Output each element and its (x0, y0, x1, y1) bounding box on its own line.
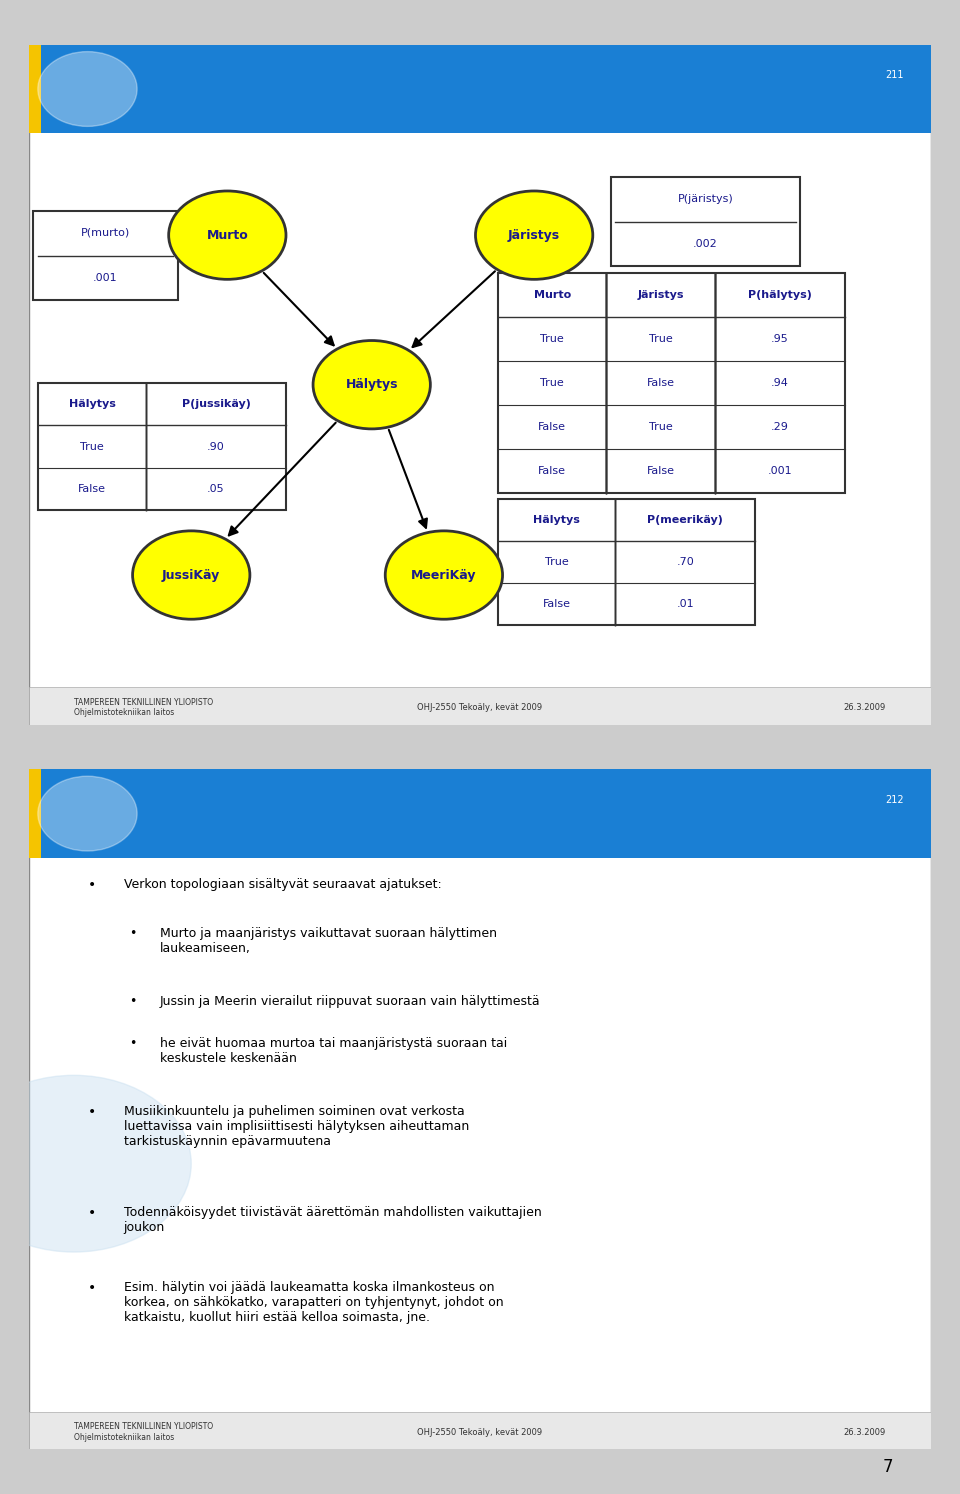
Text: MeeriKäy: MeeriKäy (411, 569, 477, 581)
Text: 212: 212 (885, 795, 904, 805)
FancyBboxPatch shape (29, 769, 931, 858)
Text: P(järistys): P(järistys) (678, 194, 733, 203)
Circle shape (0, 1076, 191, 1252)
Circle shape (313, 341, 430, 429)
Text: .05: .05 (207, 484, 225, 493)
Text: .01: .01 (677, 599, 694, 610)
Text: True: True (540, 378, 564, 388)
Text: P(jussikäy): P(jussikäy) (181, 399, 251, 409)
Text: Esim. hälytin voi jäädä laukeamatta koska ilmankosteus on
korkea, on sähkökatko,: Esim. hälytin voi jäädä laukeamatta kosk… (124, 1280, 503, 1324)
Text: TAMPEREEN TEKNILLINEN YLIOPISTO
Ohjelmistotekniikan laitos: TAMPEREEN TEKNILLINEN YLIOPISTO Ohjelmis… (74, 1422, 213, 1442)
Text: Murto: Murto (534, 290, 571, 300)
FancyBboxPatch shape (29, 45, 931, 725)
Text: 211: 211 (886, 70, 904, 81)
Text: he eivät huomaa murtoa tai maanjäristystä suoraan tai
keskustele keskenään: he eivät huomaa murtoa tai maanjäristyst… (159, 1037, 507, 1065)
Text: 26.3.2009: 26.3.2009 (844, 1428, 886, 1437)
Text: 26.3.2009: 26.3.2009 (844, 704, 886, 713)
Text: False: False (539, 423, 566, 432)
Text: .002: .002 (693, 239, 718, 249)
FancyBboxPatch shape (29, 769, 931, 1449)
Text: Jussin ja Meerin vierailut riippuvat suoraan vain hälyttimestä: Jussin ja Meerin vierailut riippuvat suo… (159, 995, 540, 1008)
FancyBboxPatch shape (611, 178, 801, 266)
Text: False: False (539, 466, 566, 477)
FancyBboxPatch shape (29, 45, 931, 133)
Text: True: True (649, 333, 672, 344)
Text: True: True (545, 557, 568, 568)
Circle shape (169, 191, 286, 279)
FancyBboxPatch shape (498, 272, 846, 493)
Circle shape (37, 777, 137, 852)
Text: .94: .94 (771, 378, 789, 388)
Circle shape (132, 530, 250, 619)
Text: False: False (78, 484, 106, 493)
Text: Hälytys: Hälytys (533, 515, 580, 524)
Text: 7: 7 (882, 1458, 893, 1476)
Text: False: False (646, 378, 675, 388)
Text: .95: .95 (771, 333, 789, 344)
Text: .001: .001 (93, 273, 118, 284)
Text: Järistys: Järistys (637, 290, 684, 300)
Text: True: True (649, 423, 672, 432)
Text: Järistys: Järistys (508, 229, 561, 242)
Text: .90: .90 (207, 442, 225, 451)
Circle shape (37, 52, 137, 127)
Text: OHJ-2550 Tekoäly, kevät 2009: OHJ-2550 Tekoäly, kevät 2009 (418, 704, 542, 713)
Text: Murto ja maanjäristys vaikuttavat suoraan hälyttimen
laukeamiseen,: Murto ja maanjäristys vaikuttavat suoraa… (159, 928, 496, 955)
Text: •: • (129, 928, 136, 940)
Text: .29: .29 (771, 423, 789, 432)
Text: Musiikinkuuntelu ja puhelimen soiminen ovat verkosta
luettavissa vain implisiitt: Musiikinkuuntelu ja puhelimen soiminen o… (124, 1106, 468, 1149)
Text: True: True (540, 333, 564, 344)
Text: P(murto): P(murto) (81, 227, 131, 238)
Text: Murto: Murto (206, 229, 249, 242)
Text: •: • (129, 1037, 136, 1050)
Text: •: • (88, 1106, 96, 1119)
Text: •: • (88, 1206, 96, 1219)
Text: .001: .001 (768, 466, 792, 477)
Text: P(meerikäy): P(meerikäy) (647, 515, 723, 524)
Circle shape (475, 191, 592, 279)
FancyBboxPatch shape (29, 769, 40, 858)
Text: P(hälytys): P(hälytys) (748, 290, 812, 300)
FancyBboxPatch shape (29, 45, 40, 133)
Text: Todennäköisyydet tiivistävät äärettömän mahdollisten vaikuttajien
joukon: Todennäköisyydet tiivistävät äärettömän … (124, 1206, 541, 1234)
FancyBboxPatch shape (498, 499, 756, 626)
Text: TAMPEREEN TEKNILLINEN YLIOPISTO
Ohjelmistotekniikan laitos: TAMPEREEN TEKNILLINEN YLIOPISTO Ohjelmis… (74, 698, 213, 717)
FancyBboxPatch shape (37, 384, 286, 509)
Text: False: False (646, 466, 675, 477)
Text: •: • (129, 995, 136, 1008)
Text: •: • (88, 1280, 96, 1295)
Text: Hälytys: Hälytys (346, 378, 398, 391)
Circle shape (385, 530, 503, 619)
FancyBboxPatch shape (29, 687, 931, 725)
Text: .70: .70 (677, 557, 694, 568)
Text: OHJ-2550 Tekoäly, kevät 2009: OHJ-2550 Tekoäly, kevät 2009 (418, 1428, 542, 1437)
Text: •: • (88, 878, 96, 892)
Text: Verkon topologiaan sisältyvät seuraavat ajatukset:: Verkon topologiaan sisältyvät seuraavat … (124, 878, 442, 892)
Text: JussiKäy: JussiKäy (162, 569, 221, 581)
Text: False: False (542, 599, 570, 610)
Text: Hälytys: Hälytys (68, 399, 115, 409)
Text: True: True (80, 442, 104, 451)
FancyBboxPatch shape (34, 211, 178, 300)
FancyBboxPatch shape (29, 1412, 931, 1449)
